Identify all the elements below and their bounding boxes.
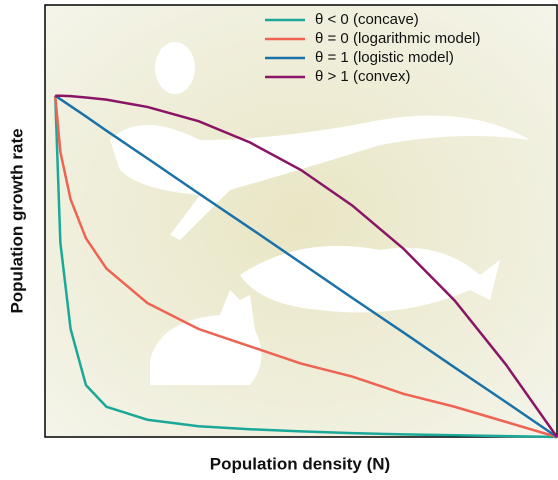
series-line [54, 94, 558, 439]
y-axis-label: Population growth rate [7, 128, 26, 313]
legend-text: θ < 0 (concave) [315, 11, 419, 28]
series-line [55, 94, 558, 438]
plot-frame [44, 4, 558, 438]
silhouettes [110, 42, 530, 385]
legend-text: θ > 1 (convex) [315, 68, 410, 85]
x-axis-label: Population density (N) [210, 454, 390, 473]
legend-text: θ = 1 (logistic model) [315, 49, 454, 66]
legend-text: θ = 0 (logarithmic model) [315, 30, 480, 47]
plot-background [45, 5, 557, 437]
series-line [53, 95, 558, 439]
series-line [53, 95, 558, 439]
